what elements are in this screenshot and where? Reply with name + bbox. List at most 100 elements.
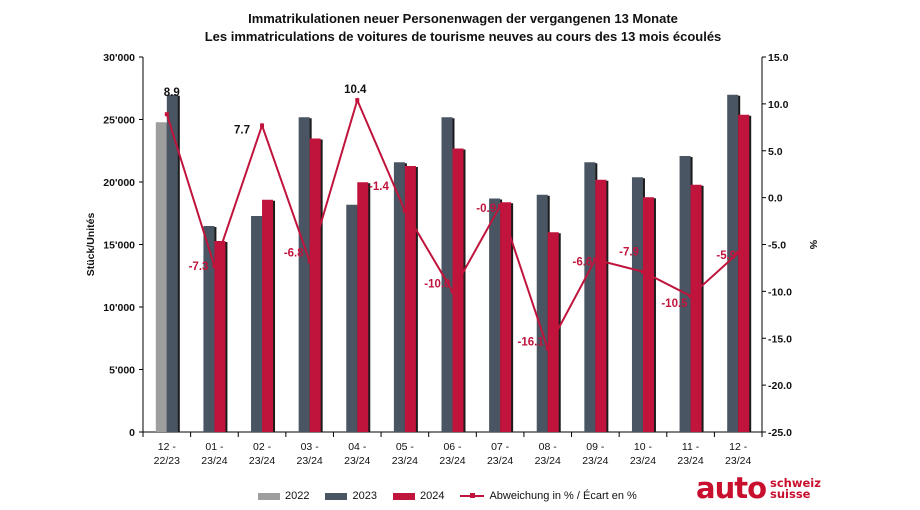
x-tick-label: 23/24: [392, 455, 418, 467]
x-tick-label: 23/24: [249, 455, 275, 467]
x-tick-label: 01 -: [205, 441, 224, 453]
y-tick-label: 20'000: [103, 177, 135, 189]
bar-2023: [536, 194, 548, 432]
deviation-point: [164, 112, 169, 117]
logo-sub-schweiz: schweiz: [770, 476, 821, 490]
bar-2024: [214, 241, 226, 432]
data-label: -16.1: [518, 337, 545, 349]
deviation-point: [402, 208, 407, 213]
x-tick-label: 09 -: [586, 441, 605, 453]
chart-title: Immatrikulationen neuer Personenwagen de…: [248, 11, 678, 26]
bar-2023: [584, 162, 596, 432]
deviation-point: [593, 257, 598, 262]
deviation-line: [164, 97, 741, 352]
deviation-point: [307, 259, 312, 264]
bar-2024: [452, 148, 464, 432]
y2-tick-label: -5.0: [768, 240, 786, 252]
x-tick-label: 04 -: [348, 441, 367, 453]
data-label: -5.9: [716, 250, 736, 262]
logo-subline: schweiz suisse: [770, 476, 821, 501]
y2-tick-label: 10.0: [768, 99, 789, 111]
data-label: -6.6: [573, 257, 593, 269]
legend-label-2023: 2023: [352, 490, 377, 502]
bar-2024: [262, 199, 274, 432]
y2-tick-label: -15.0: [768, 333, 792, 345]
bar-2024: [738, 114, 750, 432]
bars: [155, 94, 752, 432]
bar-2024: [595, 179, 607, 432]
x-tick-label: 12 -: [158, 441, 177, 453]
y2-tick-label: -20.0: [768, 380, 792, 392]
y-tick-label: 5'000: [109, 365, 135, 377]
deviation-point: [260, 123, 265, 128]
logo-wordmark: auto: [696, 471, 767, 505]
x-tick-label: 23/24: [535, 455, 561, 467]
y2-axis-title: %: [807, 240, 819, 250]
x-tick-label: 23/24: [487, 455, 513, 467]
x-tick-label: 23/24: [297, 455, 323, 467]
y-tick-label: 10'000: [103, 302, 135, 314]
y2-tick-label: 15.0: [768, 52, 789, 64]
x-tick-label: 11 -: [682, 441, 700, 453]
data-labels: 8.9 -7.3 7.7 -6.8 10.4 -1.4 -10.0 -0.9 -16.1 -6.6…: [164, 84, 736, 348]
x-tick-label: 08 -: [539, 441, 558, 453]
data-label: 8.9: [164, 87, 180, 99]
data-label: -0.9: [476, 203, 496, 215]
x-tick-label: 03 -: [301, 441, 320, 453]
y-tick-label: 15'000: [103, 240, 135, 252]
data-label: 10.4: [344, 84, 367, 96]
x-tick-label: 23/24: [582, 455, 608, 467]
y2-tick-label: 0.0: [768, 193, 783, 205]
y2-tick-label: -25.0: [768, 427, 792, 439]
deviation-point: [355, 98, 360, 103]
bar-2023: [441, 117, 453, 432]
legend-swatch-2023: [325, 492, 348, 500]
legend-line-marker: [460, 490, 485, 502]
x-tick-label: 05 -: [396, 441, 415, 453]
bar-2023: [166, 94, 178, 432]
y-tick-label: 0: [129, 427, 135, 439]
bar-2023: [203, 226, 215, 432]
bar-2023: [393, 162, 405, 432]
auto-schweiz-logo: auto schweiz suisse: [696, 474, 821, 503]
bar-2022: [155, 122, 167, 432]
bar-2024: [642, 197, 654, 432]
data-label: -10.0: [424, 278, 450, 290]
bar-2023: [489, 198, 501, 432]
bar-2024: [690, 184, 702, 432]
legend-item-2022: 2022: [258, 490, 309, 502]
deviation-point: [640, 269, 645, 274]
x-tick-label: 02 -: [253, 441, 272, 453]
x-tick-label: 10 -: [634, 441, 653, 453]
deviation-point: [498, 204, 503, 209]
legend-label-deviation: Abweichung in % / Écart en %: [489, 490, 637, 502]
data-label: 7.7: [234, 124, 250, 136]
x-tick-label: 07 -: [491, 441, 510, 453]
bar-2024: [357, 182, 369, 432]
x-tick-label: 23/24: [201, 455, 227, 467]
legend-swatch-2024: [392, 492, 415, 500]
y2-tick-label: -10.0: [768, 286, 792, 298]
deviation-point: [450, 289, 455, 294]
x-tick-label: 23/24: [725, 455, 751, 467]
bar-2023: [346, 204, 358, 432]
y-axis-title: Stück/Unités: [85, 213, 97, 277]
data-label: -7.3: [189, 261, 209, 273]
legend-item-deviation: Abweichung in % / Écart en %: [460, 490, 637, 502]
deviation-point: [545, 346, 550, 351]
legend-swatch-2022: [258, 492, 280, 500]
data-label: -6.8: [284, 247, 304, 259]
bar-2024: [309, 138, 321, 432]
chart-subtitle: Les immatriculations de voitures de tour…: [205, 29, 722, 44]
y2-tick-label: 5.0: [768, 146, 783, 158]
x-tick-label: 22/23: [154, 455, 180, 467]
x-tick-label: 23/24: [439, 455, 465, 467]
x-tick-label: 12 -: [729, 441, 748, 453]
logo-sub-suisse: suisse: [770, 487, 811, 501]
deviation-point: [688, 294, 693, 299]
legend-item-2023: 2023: [325, 490, 377, 502]
y-tick-label: 25'000: [103, 115, 135, 127]
bar-2023: [727, 94, 739, 432]
bar-2024: [547, 232, 559, 432]
legend-label-2022: 2022: [285, 490, 310, 502]
